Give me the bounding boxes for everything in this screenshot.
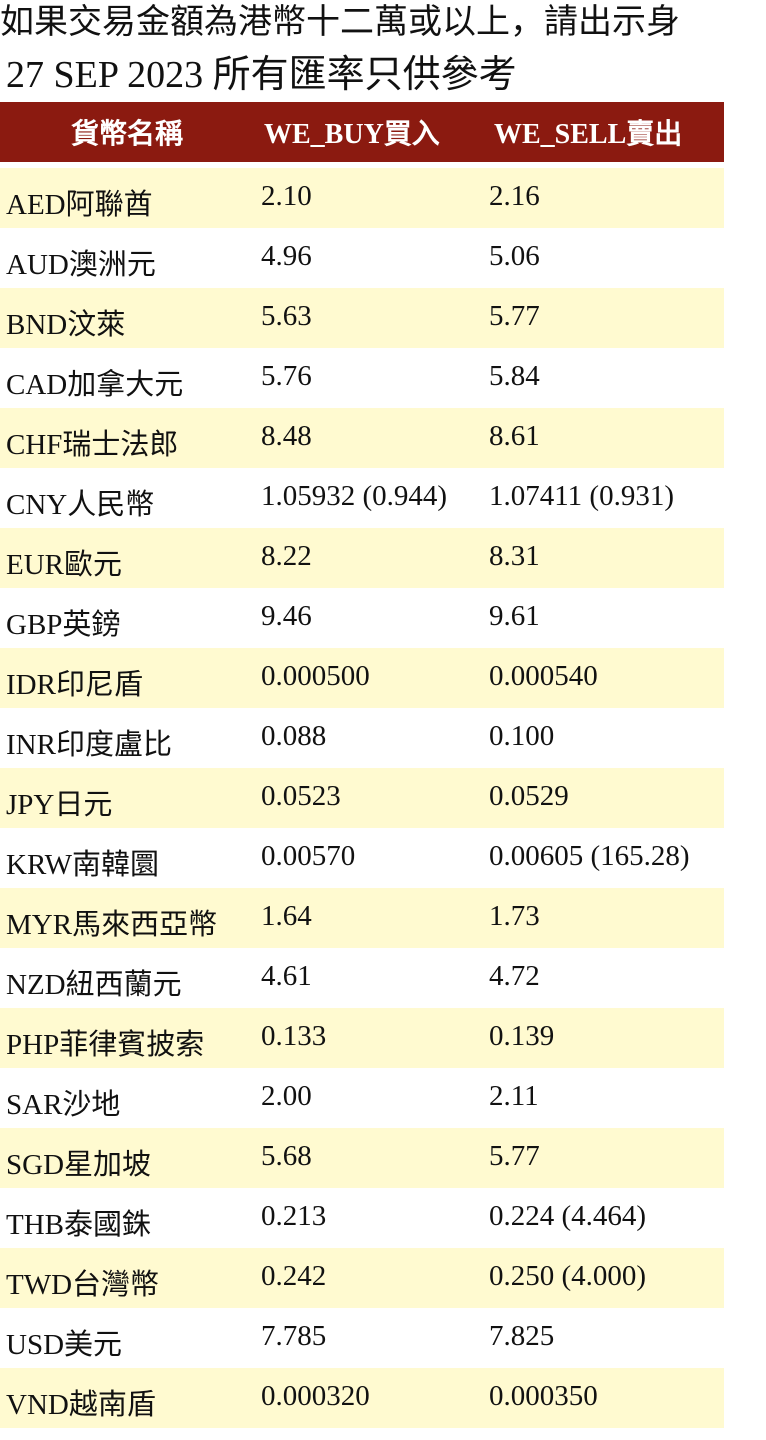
rate-date-disclaimer: 27 SEP 2023 所有匯率只供參考 — [6, 54, 517, 96]
currency-name-cell: TWD台灣幣 — [6, 1269, 160, 1301]
table-row: KRW南韓圜 0.00570 0.00605 (165.28) — [0, 828, 724, 888]
we-sell-rate-cell: 4.72 — [489, 959, 540, 992]
we-sell-rate-cell: 7.825 — [489, 1319, 555, 1352]
we-sell-rate-cell: 0.000350 — [489, 1379, 598, 1412]
table-row: AUD澳洲元 4.96 5.06 — [0, 228, 724, 288]
rate-rows: AED阿聯酋 2.10 2.16 AUD澳洲元 4.96 5.06 BND汶萊 5.63 5.7… — [0, 168, 724, 1428]
header-we-buy: WE_BUY買入 — [264, 119, 440, 150]
we-buy-rate-cell: 4.96 — [261, 239, 312, 272]
currency-name-cell: CAD加拿大元 — [6, 369, 184, 401]
we-sell-rate-cell: 0.0529 — [489, 779, 569, 812]
currency-name-cell: SGD星加坡 — [6, 1149, 152, 1181]
we-sell-rate-cell: 0.224 (4.464) — [489, 1199, 647, 1232]
currency-name-cell: KRW南韓圜 — [6, 849, 160, 881]
currency-name-cell: AUD澳洲元 — [6, 249, 156, 281]
we-buy-rate-cell: 0.133 — [261, 1019, 327, 1052]
currency-name-cell: CHF瑞士法郎 — [6, 429, 179, 461]
table-row: MYR馬來西亞幣 1.64 1.73 — [0, 888, 724, 948]
we-buy-rate-cell: 5.63 — [261, 299, 312, 332]
currency-name-cell: USD美元 — [6, 1329, 123, 1361]
header-currency-name: 貨幣名稱 — [70, 119, 183, 150]
we-sell-rate-cell: 2.11 — [489, 1079, 539, 1112]
currency-name-cell: MYR馬來西亞幣 — [6, 909, 218, 941]
we-buy-rate-cell: 0.00570 — [261, 839, 356, 872]
we-sell-rate-cell: 5.77 — [489, 1139, 540, 1172]
we-sell-rate-cell: 0.139 — [489, 1019, 555, 1052]
table-row: CHF瑞士法郎 8.48 8.61 — [0, 408, 724, 468]
table-row: USD美元 7.785 7.825 — [0, 1308, 724, 1368]
we-buy-rate-cell: 8.22 — [261, 539, 312, 572]
we-sell-rate-cell: 5.06 — [489, 239, 540, 272]
table-row: CAD加拿大元 5.76 5.84 — [0, 348, 724, 408]
we-buy-rate-cell: 0.213 — [261, 1199, 327, 1232]
table-row: INR印度盧比 0.088 0.100 — [0, 708, 724, 768]
table-row: JPY日元 0.0523 0.0529 — [0, 768, 724, 828]
we-buy-rate-cell: 7.785 — [261, 1319, 327, 1352]
id-requirement-notice: 如果交易金額為港幣十二萬或以上，請出示身 — [0, 4, 680, 41]
currency-name-cell: JPY日元 — [6, 789, 113, 821]
currency-name-cell: INR印度盧比 — [6, 729, 172, 761]
table-row: AED阿聯酋 2.10 2.16 — [0, 168, 724, 228]
table-row: NZD紐西蘭元 4.61 4.72 — [0, 948, 724, 1008]
we-sell-rate-cell: 9.61 — [489, 599, 540, 632]
we-buy-rate-cell: 4.61 — [261, 959, 312, 992]
we-sell-rate-cell: 5.77 — [489, 299, 540, 332]
we-buy-rate-cell: 0.0523 — [261, 779, 341, 812]
currency-name-cell: VND越南盾 — [6, 1389, 156, 1421]
table-row: PHP菲律賓披索 0.133 0.139 — [0, 1008, 724, 1068]
we-sell-rate-cell: 1.73 — [489, 899, 540, 932]
we-buy-rate-cell: 0.242 — [261, 1259, 327, 1292]
table-row: CNY人民幣 1.05932 (0.944) 1.07411 (0.931) — [0, 468, 724, 528]
we-buy-rate-cell: 5.76 — [261, 359, 312, 392]
we-sell-rate-cell: 0.100 — [489, 719, 555, 752]
currency-name-cell: SAR沙地 — [6, 1089, 121, 1121]
table-row: BND汶萊 5.63 5.77 — [0, 288, 724, 348]
currency-name-cell: GBP英鎊 — [6, 609, 121, 641]
we-sell-rate-cell: 1.07411 (0.931) — [489, 479, 674, 512]
we-buy-rate-cell: 8.48 — [261, 419, 312, 452]
we-sell-rate-cell: 2.16 — [489, 179, 540, 212]
table-row: SAR沙地 2.00 2.11 — [0, 1068, 724, 1128]
currency-name-cell: PHP菲律賓披索 — [6, 1029, 205, 1061]
table-row: TWD台灣幣 0.242 0.250 (4.000) — [0, 1248, 724, 1308]
currency-name-cell: CNY人民幣 — [6, 489, 155, 521]
table-row: VND越南盾 0.000320 0.000350 — [0, 1368, 724, 1428]
we-sell-rate-cell: 8.31 — [489, 539, 540, 572]
we-buy-rate-cell: 0.000320 — [261, 1379, 370, 1412]
we-buy-rate-cell: 2.00 — [261, 1079, 312, 1112]
we-sell-rate-cell: 5.84 — [489, 359, 540, 392]
currency-name-cell: EUR歐元 — [6, 549, 123, 581]
we-sell-rate-cell: 0.000540 — [489, 659, 598, 692]
we-buy-rate-cell: 0.000500 — [261, 659, 370, 692]
currency-name-cell: NZD紐西蘭元 — [6, 969, 182, 1001]
table-row: GBP英鎊 9.46 9.61 — [0, 588, 724, 648]
currency-name-cell: THB泰國銖 — [6, 1209, 152, 1241]
table-row: IDR印尼盾 0.000500 0.000540 — [0, 648, 724, 708]
we-sell-rate-cell: 8.61 — [489, 419, 540, 452]
we-buy-rate-cell: 2.10 — [261, 179, 312, 212]
we-sell-rate-cell: 0.250 (4.000) — [489, 1259, 647, 1292]
currency-name-cell: BND汶萊 — [6, 309, 126, 341]
we-sell-rate-cell: 0.00605 (165.28) — [489, 839, 690, 872]
we-buy-rate-cell: 0.088 — [261, 719, 327, 752]
we-buy-rate-cell: 5.68 — [261, 1139, 312, 1172]
we-buy-rate-cell: 9.46 — [261, 599, 312, 632]
table-row: THB泰國銖 0.213 0.224 (4.464) — [0, 1188, 724, 1248]
we-buy-rate-cell: 1.64 — [261, 899, 312, 932]
header-divider — [0, 162, 724, 168]
table-row: SGD星加坡 5.68 5.77 — [0, 1128, 724, 1188]
table-row: EUR歐元 8.22 8.31 — [0, 528, 724, 588]
header-we-sell: WE_SELL賣出 — [494, 119, 683, 150]
table-header-row: 貨幣名稱 WE_BUY買入 WE_SELL賣出 — [0, 102, 724, 162]
currency-name-cell: AED阿聯酋 — [6, 189, 153, 221]
currency-name-cell: IDR印尼盾 — [6, 669, 143, 701]
exchange-rate-table: 貨幣名稱 WE_BUY買入 WE_SELL賣出 AED阿聯酋 2.10 2.16 AU… — [0, 102, 724, 1428]
we-buy-rate-cell: 1.05932 (0.944) — [261, 479, 448, 512]
